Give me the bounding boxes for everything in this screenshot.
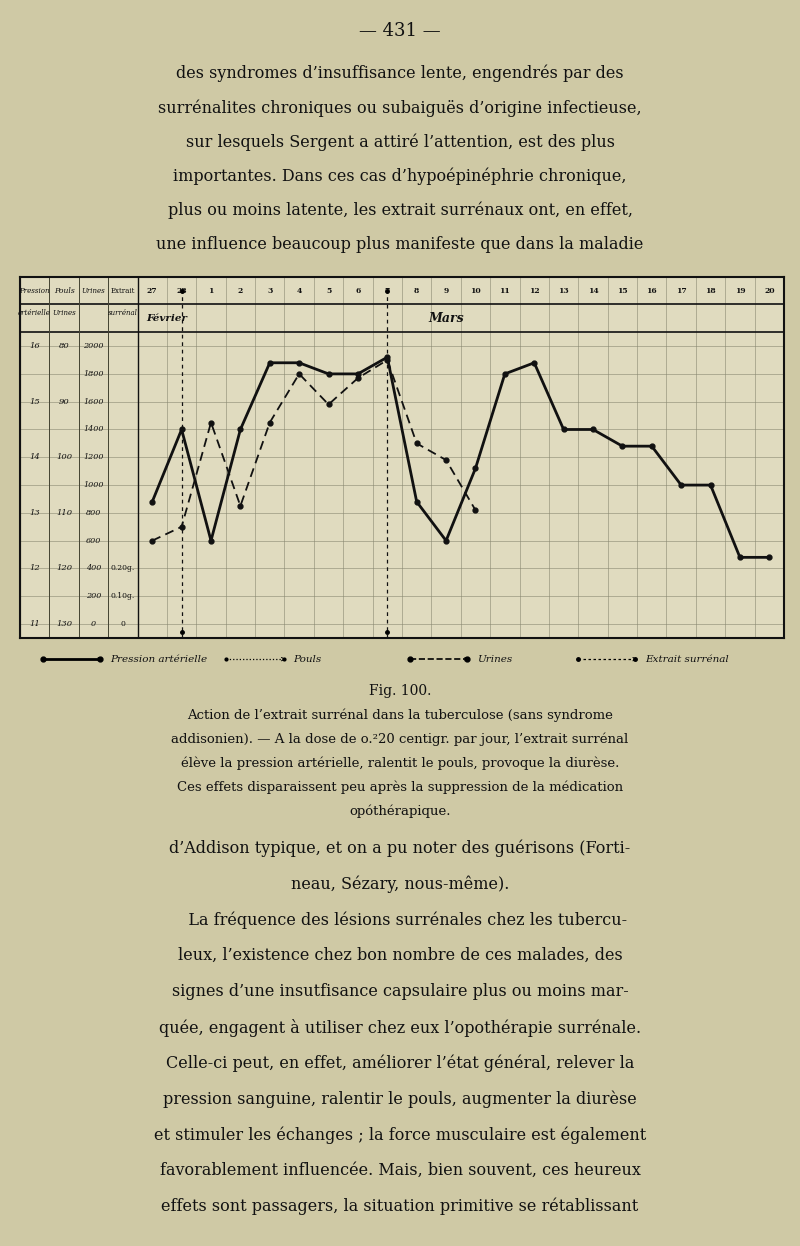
Text: 27: 27 — [147, 287, 158, 294]
Text: 8: 8 — [414, 287, 419, 294]
Text: 130: 130 — [56, 621, 72, 628]
Text: 17: 17 — [676, 287, 686, 294]
Text: 18: 18 — [706, 287, 716, 294]
Text: importantes. Dans ces cas d’hypoépinéphrie chronique,: importantes. Dans ces cas d’hypoépinéphr… — [174, 167, 626, 186]
Text: quée, engagent à utiliser chez eux l’opothérapie surrénale.: quée, engagent à utiliser chez eux l’opo… — [159, 1019, 641, 1037]
Text: 90: 90 — [58, 397, 70, 406]
Text: Fig. 100.: Fig. 100. — [369, 684, 431, 698]
Text: 15: 15 — [30, 397, 40, 406]
Text: Extrait surrénal: Extrait surrénal — [645, 654, 729, 664]
Text: leux, l’existence chez bon nombre de ces malades, des: leux, l’existence chez bon nombre de ces… — [178, 947, 622, 964]
Text: 1800: 1800 — [83, 370, 104, 378]
Text: Urines: Urines — [82, 287, 106, 294]
Text: addisonien). — A la dose de o.²20 centigr. par jour, l’extrait surrénal: addisonien). — A la dose de o.²20 centig… — [171, 733, 629, 746]
Text: des syndromes d’insuffisance lente, engendrés par des: des syndromes d’insuffisance lente, enge… — [176, 65, 624, 82]
Text: 1200: 1200 — [83, 454, 104, 461]
Text: favorablement influencée. Mais, bien souvent, ces heureux: favorablement influencée. Mais, bien sou… — [159, 1163, 641, 1179]
Text: 1600: 1600 — [83, 397, 104, 406]
Text: 28: 28 — [176, 287, 187, 294]
Text: 2000: 2000 — [83, 343, 104, 350]
Text: Pression artérielle: Pression artérielle — [110, 654, 207, 664]
Text: 13: 13 — [558, 287, 569, 294]
Text: 14: 14 — [30, 454, 40, 461]
Text: pression sanguine, ralentir le pouls, augmenter la diurèse: pression sanguine, ralentir le pouls, au… — [163, 1090, 637, 1108]
Text: surrénalites chroniques ou subaiguës d’origine infectieuse,: surrénalites chroniques ou subaiguës d’o… — [158, 98, 642, 117]
Text: 14: 14 — [588, 287, 598, 294]
Text: Urines: Urines — [477, 654, 512, 664]
Text: Pouls: Pouls — [294, 654, 322, 664]
Text: Février: Février — [146, 314, 187, 323]
Text: 120: 120 — [56, 564, 72, 572]
Text: 400: 400 — [86, 564, 101, 572]
Text: 1000: 1000 — [83, 481, 104, 490]
Text: 80: 80 — [58, 343, 70, 350]
Text: 3: 3 — [267, 287, 273, 294]
Text: 2: 2 — [238, 287, 243, 294]
Text: surrénal: surrénal — [108, 309, 138, 316]
Text: 0.10g.: 0.10g. — [110, 592, 135, 601]
Text: 100: 100 — [56, 454, 72, 461]
Text: élève la pression artérielle, ralentit le pouls, provoque la diurèse.: élève la pression artérielle, ralentit l… — [181, 756, 619, 770]
Text: 6: 6 — [355, 287, 361, 294]
Text: et stimuler les échanges ; la force musculaire est également: et stimuler les échanges ; la force musc… — [154, 1126, 646, 1144]
Text: Mars: Mars — [428, 312, 464, 325]
Text: plus ou moins latente, les extrait surrénaux ont, en effet,: plus ou moins latente, les extrait surré… — [167, 202, 633, 219]
Text: d’Addison typique, et on a pu noter des guérisons (Forti-: d’Addison typique, et on a pu noter des … — [170, 840, 630, 857]
Text: artérielle: artérielle — [18, 309, 51, 316]
Text: 20: 20 — [764, 287, 774, 294]
Text: 0: 0 — [121, 621, 126, 628]
Text: 12: 12 — [529, 287, 539, 294]
Text: 9: 9 — [443, 287, 449, 294]
Text: une influence beaucoup plus manifeste que dans la maladie: une influence beaucoup plus manifeste qu… — [156, 237, 644, 253]
Text: — 431 —: — 431 — — [359, 21, 441, 40]
Text: 13: 13 — [30, 508, 40, 517]
Text: 0.20g.: 0.20g. — [110, 564, 135, 572]
Text: La fréquence des lésions surrénales chez les tubercu-: La fréquence des lésions surrénales chez… — [173, 911, 627, 928]
Text: Celle-ci peut, en effet, améliorer l’état général, relever la: Celle-ci peut, en effet, améliorer l’éta… — [166, 1054, 634, 1072]
Text: 16: 16 — [30, 343, 40, 350]
Text: 10: 10 — [470, 287, 481, 294]
Text: effets sont passagers, la situation primitive se rétablissant: effets sont passagers, la situation prim… — [162, 1197, 638, 1215]
Text: signes d’une insutfisance capsulaire plus ou moins mar-: signes d’une insutfisance capsulaire plu… — [172, 983, 628, 1001]
Text: 4: 4 — [297, 287, 302, 294]
Text: 19: 19 — [734, 287, 746, 294]
Text: Ces effets disparaissent peu après la suppression de la médication: Ces effets disparaissent peu après la su… — [177, 781, 623, 794]
Text: 12: 12 — [30, 564, 40, 572]
Text: 16: 16 — [646, 287, 657, 294]
Text: Action de l’extrait surrénal dans la tuberculose (sans syndrome: Action de l’extrait surrénal dans la tub… — [187, 709, 613, 723]
Text: sur lesquels Sergent a attiré l’attention, est des plus: sur lesquels Sergent a attiré l’attentio… — [186, 133, 614, 151]
Text: 200: 200 — [86, 592, 101, 601]
Text: 1: 1 — [208, 287, 214, 294]
Text: opóthérapique.: opóthérapique. — [350, 805, 450, 819]
Text: 1400: 1400 — [83, 425, 104, 434]
Text: Urines: Urines — [52, 309, 76, 316]
Text: neau, Sézary, nous-même).: neau, Sézary, nous-même). — [291, 876, 509, 893]
Text: Extrait: Extrait — [110, 287, 135, 294]
Text: Pression: Pression — [19, 287, 50, 294]
Text: 0: 0 — [91, 621, 96, 628]
Text: 110: 110 — [56, 508, 72, 517]
Text: 5: 5 — [326, 287, 331, 294]
Text: 15: 15 — [617, 287, 628, 294]
Text: 600: 600 — [86, 537, 101, 545]
Text: 11: 11 — [499, 287, 510, 294]
Text: 11: 11 — [30, 621, 40, 628]
Text: 7: 7 — [385, 287, 390, 294]
Text: 800: 800 — [86, 508, 101, 517]
Text: Pouls: Pouls — [54, 287, 74, 294]
